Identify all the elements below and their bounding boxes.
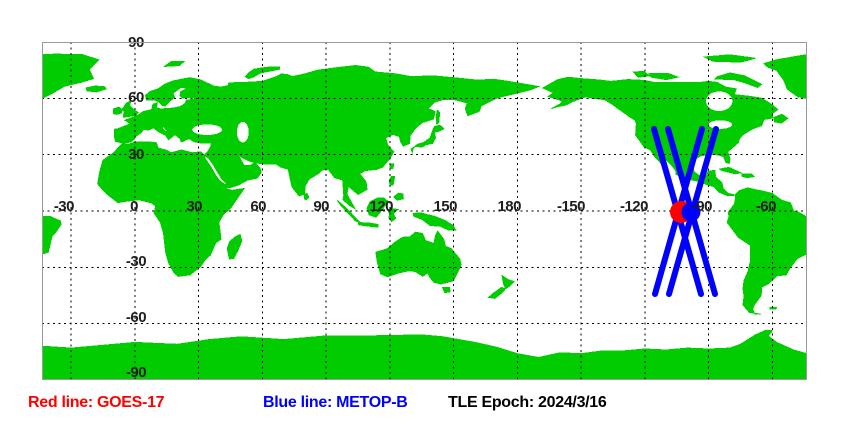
lon-label--90: -90 bbox=[692, 198, 712, 215]
land-madagascar bbox=[226, 233, 243, 260]
land-mindanao bbox=[393, 192, 404, 201]
lon-label--150: -150 bbox=[557, 198, 585, 215]
lon-label-180: 180 bbox=[497, 198, 521, 215]
lon-label-60: 60 bbox=[250, 198, 266, 215]
lake-black-sea bbox=[192, 124, 223, 135]
land-greenland-east bbox=[42, 53, 100, 100]
lon-label--60: -60 bbox=[756, 198, 776, 215]
land-ellesmere bbox=[702, 54, 756, 63]
lon-label--120: -120 bbox=[620, 198, 648, 215]
lake-great-lakes bbox=[708, 120, 732, 129]
land-greenland-west bbox=[762, 54, 807, 100]
legend-tle-epoch-label: TLE Epoch: 2024/3/16 bbox=[448, 394, 607, 411]
land-baffin bbox=[713, 72, 763, 88]
land-banks bbox=[632, 70, 651, 78]
land-novaya-zemlya bbox=[244, 66, 280, 80]
land-java bbox=[357, 222, 379, 228]
land-hispaniola bbox=[741, 173, 756, 179]
lon-label-150: 150 bbox=[433, 198, 457, 215]
land-sa-east-sliver bbox=[42, 215, 62, 255]
land-nz-south bbox=[487, 286, 507, 299]
lat-label-60: 60 bbox=[128, 89, 144, 106]
legend-goes17-label: Red line: GOES-17 bbox=[28, 394, 165, 411]
legend-metopb-label: Blue line: METOP-B bbox=[263, 394, 408, 411]
landmasses bbox=[42, 53, 807, 380]
land-cuba bbox=[718, 166, 743, 175]
land-south-america bbox=[726, 187, 807, 315]
land-borneo bbox=[366, 197, 389, 218]
land-japan bbox=[410, 124, 445, 155]
land-australia bbox=[375, 230, 462, 285]
lon-label-90: 90 bbox=[313, 198, 329, 215]
land-iceland bbox=[85, 85, 108, 93]
land-newfoundland bbox=[773, 113, 789, 124]
land-taiwan bbox=[389, 163, 395, 170]
metopb-position-dot bbox=[681, 202, 701, 222]
lake-caspian-sea bbox=[236, 121, 249, 143]
lon-label-30: 30 bbox=[186, 198, 202, 215]
lat-label--30: -30 bbox=[126, 253, 146, 270]
land-antarctica bbox=[42, 329, 807, 380]
lon-label--30: -30 bbox=[54, 198, 74, 215]
land-africa bbox=[97, 141, 246, 277]
graticule-labels: -30 0 30 60 90 120 150 180 -150 -120 -90 -60906030-… bbox=[54, 34, 777, 381]
land-falklands bbox=[769, 306, 778, 310]
land-nz-north bbox=[501, 274, 515, 290]
lat-label--90: -90 bbox=[126, 364, 146, 381]
lat-label--60: -60 bbox=[126, 309, 146, 326]
land-svalbard bbox=[162, 61, 185, 68]
land-tasmania bbox=[441, 287, 451, 294]
graticule bbox=[42, 42, 807, 380]
lat-label-30: 30 bbox=[128, 146, 144, 163]
lon-label-120: 120 bbox=[369, 198, 393, 215]
land-ireland bbox=[113, 106, 123, 115]
lon-label-0: 0 bbox=[130, 198, 138, 215]
lake-hudson-bay bbox=[706, 91, 733, 111]
land-sakhalin bbox=[435, 109, 440, 125]
land-victoria-island bbox=[648, 72, 680, 81]
land-sri-lanka bbox=[303, 192, 310, 201]
map-border bbox=[42, 42, 807, 380]
land-new-guinea bbox=[412, 212, 457, 231]
